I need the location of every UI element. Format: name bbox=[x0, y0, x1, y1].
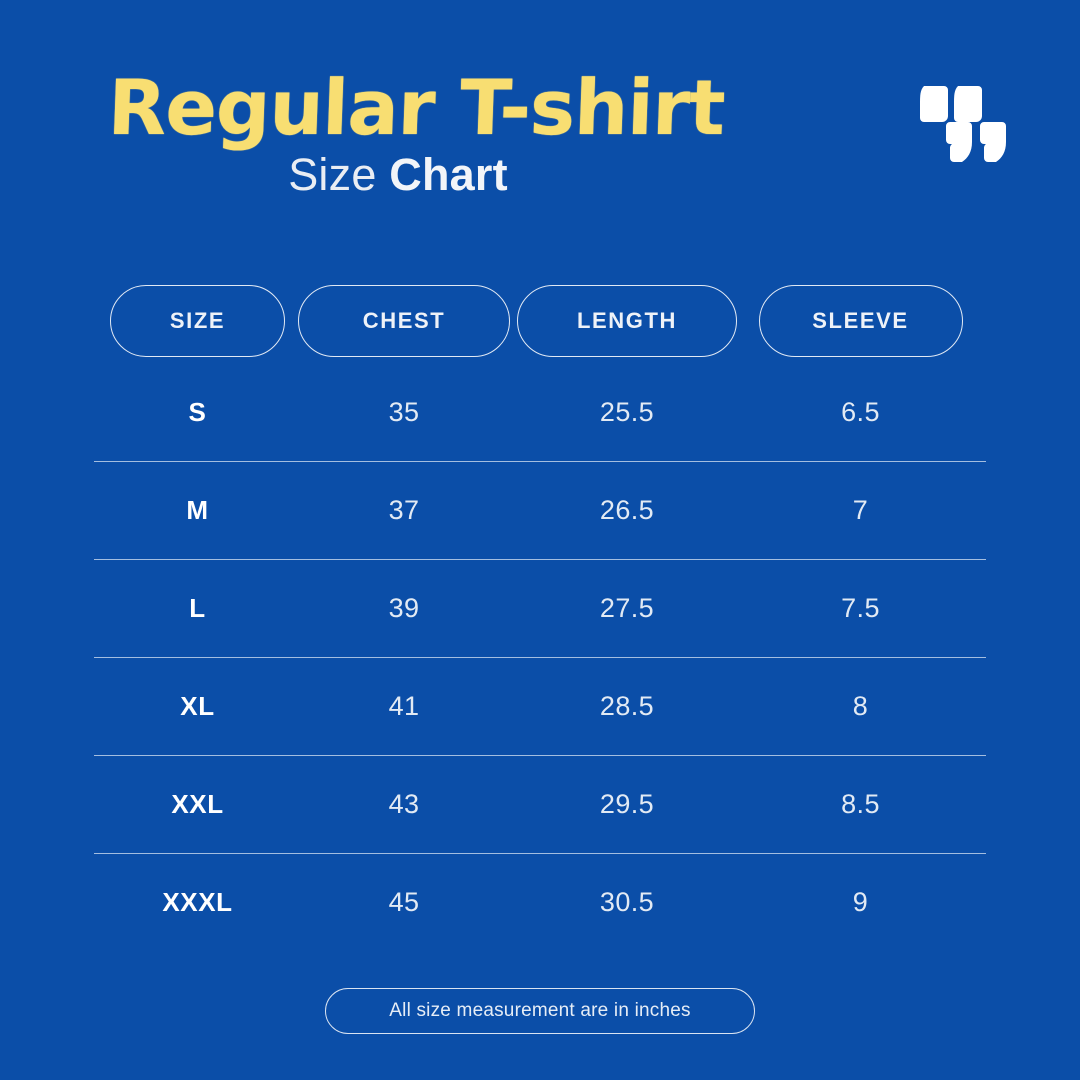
page-footer: All size measurement are in inches bbox=[0, 988, 1080, 1034]
cell-chest: 35 bbox=[388, 397, 420, 427]
table-header-cell-chest: CHEST bbox=[295, 285, 513, 357]
subtitle-size-word: Size bbox=[288, 149, 390, 201]
column-header-chest: CHEST bbox=[298, 285, 510, 357]
cell-length: 28.5 bbox=[599, 691, 655, 721]
cell-chest: 41 bbox=[388, 691, 420, 721]
row-divider bbox=[94, 461, 986, 462]
table-row: XL 41 28.5 8 bbox=[100, 658, 980, 755]
row-divider bbox=[94, 853, 986, 854]
cell-sleeve: 7 bbox=[852, 495, 869, 525]
table-row: XXL 43 29.5 8.5 bbox=[100, 756, 980, 853]
cell-length: 30.5 bbox=[599, 887, 655, 917]
cell-size: M bbox=[186, 495, 209, 525]
cell-size: XXXL bbox=[162, 887, 233, 917]
table-header-cell-length: LENGTH bbox=[513, 285, 741, 357]
row-divider bbox=[94, 559, 986, 560]
page-header: Regular T-shirt Size Chart bbox=[0, 0, 1080, 250]
quotation-marks-icon bbox=[918, 78, 1010, 166]
column-header-size: SIZE bbox=[110, 285, 285, 357]
table-header-row: SIZE CHEST LENGTH SLEEVE bbox=[100, 278, 980, 364]
table-header-cell-size: SIZE bbox=[100, 285, 295, 357]
row-divider bbox=[94, 657, 986, 658]
cell-size: XXL bbox=[171, 789, 224, 819]
row-divider bbox=[94, 755, 986, 756]
cell-sleeve: 8.5 bbox=[841, 789, 880, 819]
cell-chest: 39 bbox=[388, 593, 420, 623]
cell-chest: 45 bbox=[388, 887, 420, 917]
measurement-unit-note: All size measurement are in inches bbox=[325, 988, 755, 1034]
table-header-cell-sleeve: SLEEVE bbox=[741, 285, 980, 357]
table-row: XXXL 45 30.5 9 bbox=[100, 854, 980, 951]
cell-sleeve: 9 bbox=[852, 887, 869, 917]
cell-chest: 37 bbox=[388, 495, 420, 525]
title-block: Regular T-shirt Size Chart bbox=[106, 63, 728, 197]
page-title: Regular T-shirt bbox=[106, 63, 726, 152]
cell-size: L bbox=[189, 593, 206, 623]
table-row: M 37 26.5 7 bbox=[100, 462, 980, 559]
page-subtitle: Size Chart bbox=[108, 152, 688, 197]
cell-length: 29.5 bbox=[599, 789, 655, 819]
cell-sleeve: 6.5 bbox=[841, 397, 880, 427]
table-row: L 39 27.5 7.5 bbox=[100, 560, 980, 657]
column-header-sleeve: SLEEVE bbox=[758, 285, 963, 357]
cell-size: XL bbox=[180, 691, 215, 721]
cell-chest: 43 bbox=[388, 789, 420, 819]
size-chart-table: SIZE CHEST LENGTH SLEEVE S 35 25.5 6.5 M… bbox=[0, 278, 1080, 951]
cell-length: 26.5 bbox=[599, 495, 655, 525]
column-header-length: LENGTH bbox=[517, 285, 737, 357]
cell-sleeve: 8 bbox=[852, 691, 869, 721]
cell-length: 25.5 bbox=[599, 397, 655, 427]
table-row: S 35 25.5 6.5 bbox=[100, 364, 980, 461]
brand-logo bbox=[918, 78, 1010, 166]
cell-length: 27.5 bbox=[599, 593, 655, 623]
cell-size: S bbox=[188, 397, 207, 427]
cell-sleeve: 7.5 bbox=[841, 593, 880, 623]
subtitle-chart-word: Chart bbox=[389, 149, 508, 201]
